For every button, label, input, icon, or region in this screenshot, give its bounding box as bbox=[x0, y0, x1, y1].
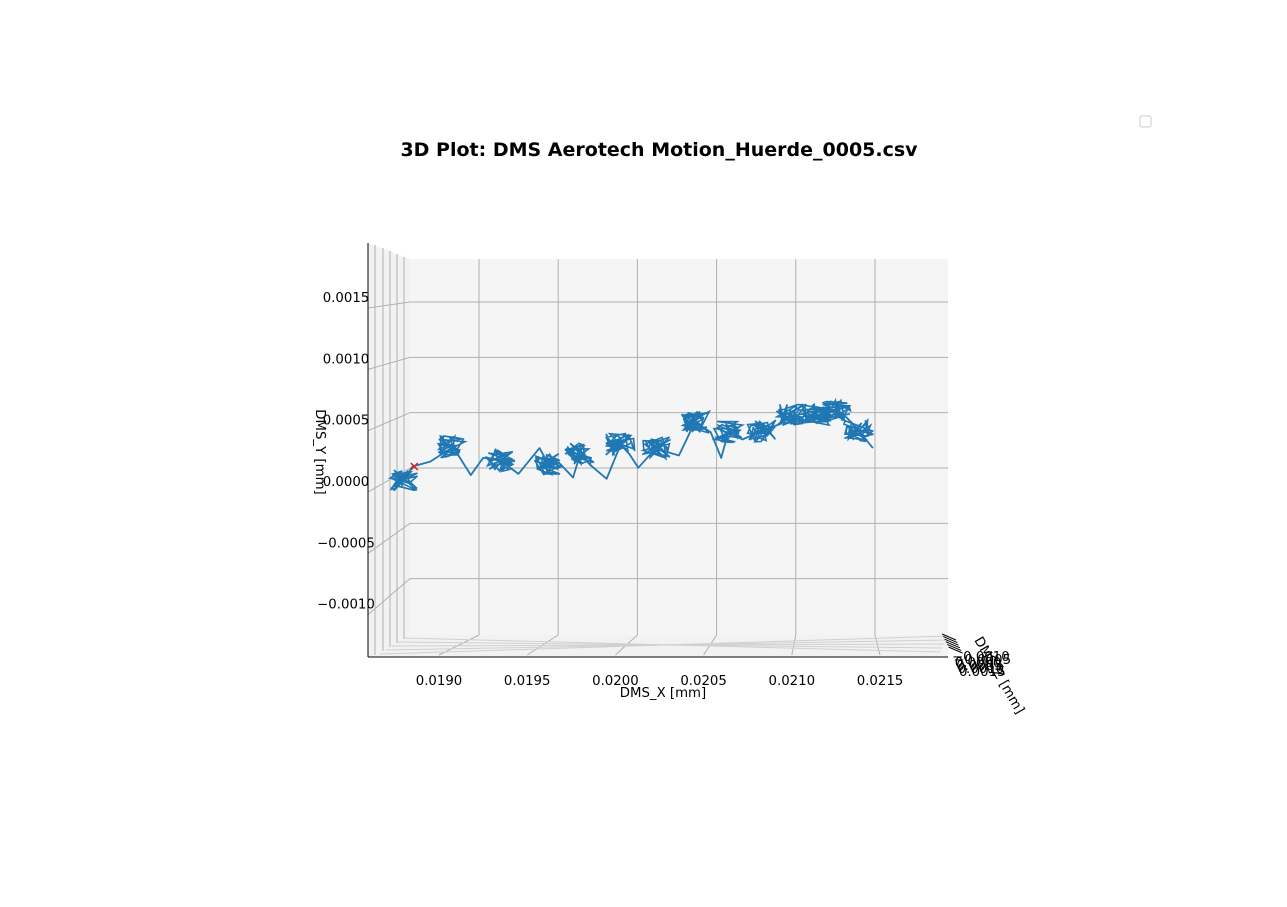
cluster-scribble bbox=[388, 469, 418, 492]
z-tick-label: 0.0005 bbox=[956, 659, 1003, 674]
cluster-scribble bbox=[843, 417, 875, 443]
cluster-scribble bbox=[533, 452, 563, 476]
z-tick-mark bbox=[948, 646, 963, 654]
cluster-scribble bbox=[680, 409, 712, 434]
z-tick-label: −0.0005 bbox=[953, 653, 1011, 668]
x-tick-label: 0.0205 bbox=[680, 674, 727, 689]
z-tick-mark bbox=[947, 643, 962, 651]
x-tick-label: 0.0215 bbox=[857, 674, 904, 689]
y-tick-label: 0.0010 bbox=[323, 352, 370, 367]
cluster-scribble bbox=[436, 433, 468, 459]
cluster-scribble bbox=[774, 403, 808, 426]
y-tick-label: 0.0000 bbox=[323, 475, 370, 490]
y-axis-label: DMS_Y [mm] bbox=[312, 409, 327, 494]
y-tick-label: −0.0005 bbox=[317, 536, 375, 551]
cluster-scribble bbox=[800, 402, 832, 427]
y-tick-label: 0.0015 bbox=[323, 291, 370, 306]
cluster-scribble bbox=[484, 447, 516, 473]
z-floor-gridline bbox=[403, 637, 941, 653]
back-pane bbox=[410, 259, 948, 635]
z-tick-label: −0.0010 bbox=[952, 650, 1010, 665]
z-tick-label: 0.0000 bbox=[955, 656, 1002, 671]
cluster-scribble bbox=[564, 442, 595, 468]
cluster-scribble bbox=[711, 420, 746, 444]
y-tick-label: −0.0010 bbox=[317, 598, 375, 613]
cluster-scribble bbox=[819, 397, 852, 423]
start-marker-stroke bbox=[410, 462, 419, 471]
depth-lines bbox=[374, 245, 949, 655]
left-pane bbox=[368, 243, 410, 657]
dense-clusters bbox=[388, 397, 875, 492]
cluster-scribble bbox=[746, 419, 777, 444]
y-tick-label: 0.0005 bbox=[323, 414, 370, 429]
x-ticks: 0.0190 0.0195 0.0200 0.0205 0.0210 0.0215 bbox=[416, 674, 904, 689]
z-tick-mark bbox=[944, 638, 959, 646]
x-tick-label: 0.0190 bbox=[416, 674, 463, 689]
z-tick-label: 0.0010 bbox=[958, 662, 1005, 677]
x-tick-label: 0.0200 bbox=[592, 674, 639, 689]
x-tick-label: 0.0195 bbox=[504, 674, 551, 689]
x-tick-label: 0.0210 bbox=[769, 674, 816, 689]
z-tick-mark bbox=[943, 636, 958, 644]
chart-title: 3D Plot: DMS Aerotech Motion_Huerde_0005… bbox=[400, 139, 918, 161]
z-tick-mark bbox=[941, 633, 957, 641]
cluster-scribble bbox=[604, 432, 636, 457]
y-ticks: −0.0010 −0.0005 0.0000 0.0005 0.0010 0.0015 bbox=[317, 291, 375, 613]
cluster-scribble bbox=[640, 436, 672, 461]
z-tick-label: 0.0015 bbox=[959, 665, 1006, 680]
z-tick-mark bbox=[945, 641, 961, 649]
start-marker bbox=[410, 462, 419, 471]
x-axis-label: DMS_X [mm] bbox=[620, 686, 706, 701]
legend-box bbox=[1139, 115, 1152, 128]
